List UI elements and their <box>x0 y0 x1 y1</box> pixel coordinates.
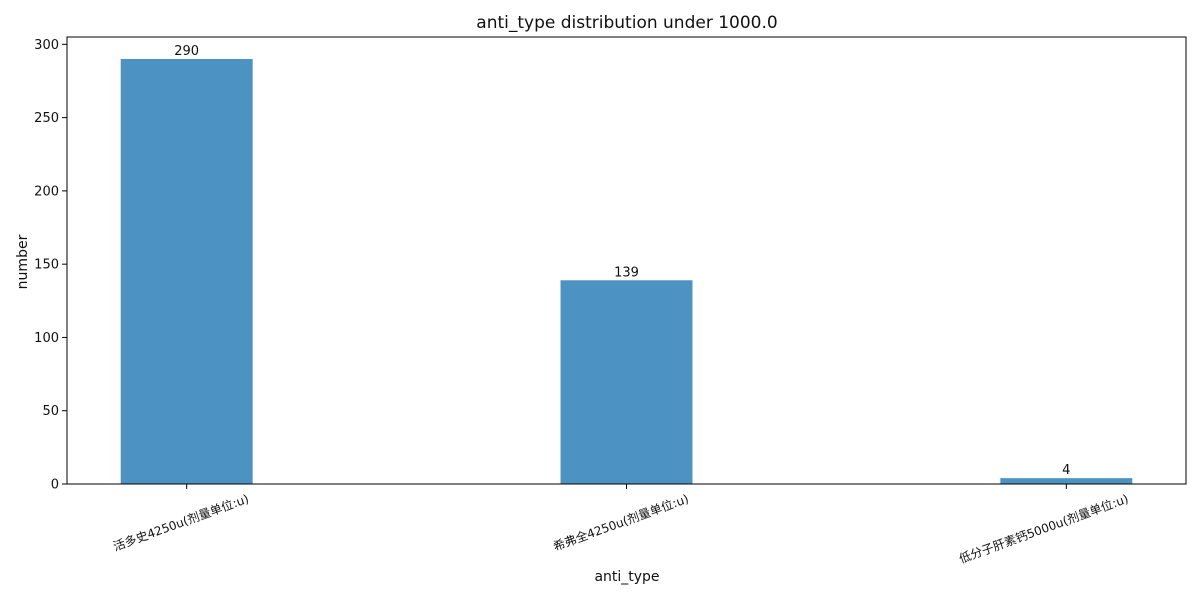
plot-frame <box>66 36 1187 485</box>
bar <box>560 280 693 484</box>
y-tick-label: 150 <box>34 258 59 273</box>
bar <box>120 58 253 484</box>
x-category-label: 活多史4250u(剂量单位:u) <box>111 491 251 554</box>
y-tick-label: 200 <box>34 184 59 199</box>
y-tick-label: 250 <box>34 111 59 126</box>
bars-group: 290 139 4 <box>120 44 1133 484</box>
chart-title: anti_type distribution under 1000.0 <box>476 13 777 33</box>
x-axis-group: 活多史4250u(剂量单位:u) 希弗全4250u(剂量单位:u) 低分子肝素钙50… <box>111 484 1130 566</box>
y-axis-group: 0 50 100 150 200 250 300 <box>34 38 67 493</box>
x-axis-label: anti_type <box>594 569 659 585</box>
bar-value-label: 290 <box>174 44 199 59</box>
y-axis-label: number <box>15 234 31 289</box>
bar <box>1000 478 1133 484</box>
x-category-label: 希弗全4250u(剂量单位:u) <box>551 491 691 554</box>
y-tick-label: 300 <box>34 38 59 53</box>
bar-value-label: 4 <box>1062 463 1070 478</box>
y-tick-label: 100 <box>34 331 59 346</box>
x-category-label: 低分子肝素钙5000u(剂量单位:u) <box>957 491 1130 566</box>
y-tick-label: 50 <box>42 404 59 419</box>
bar-value-label: 139 <box>614 265 639 280</box>
y-tick-label: 0 <box>51 478 59 493</box>
